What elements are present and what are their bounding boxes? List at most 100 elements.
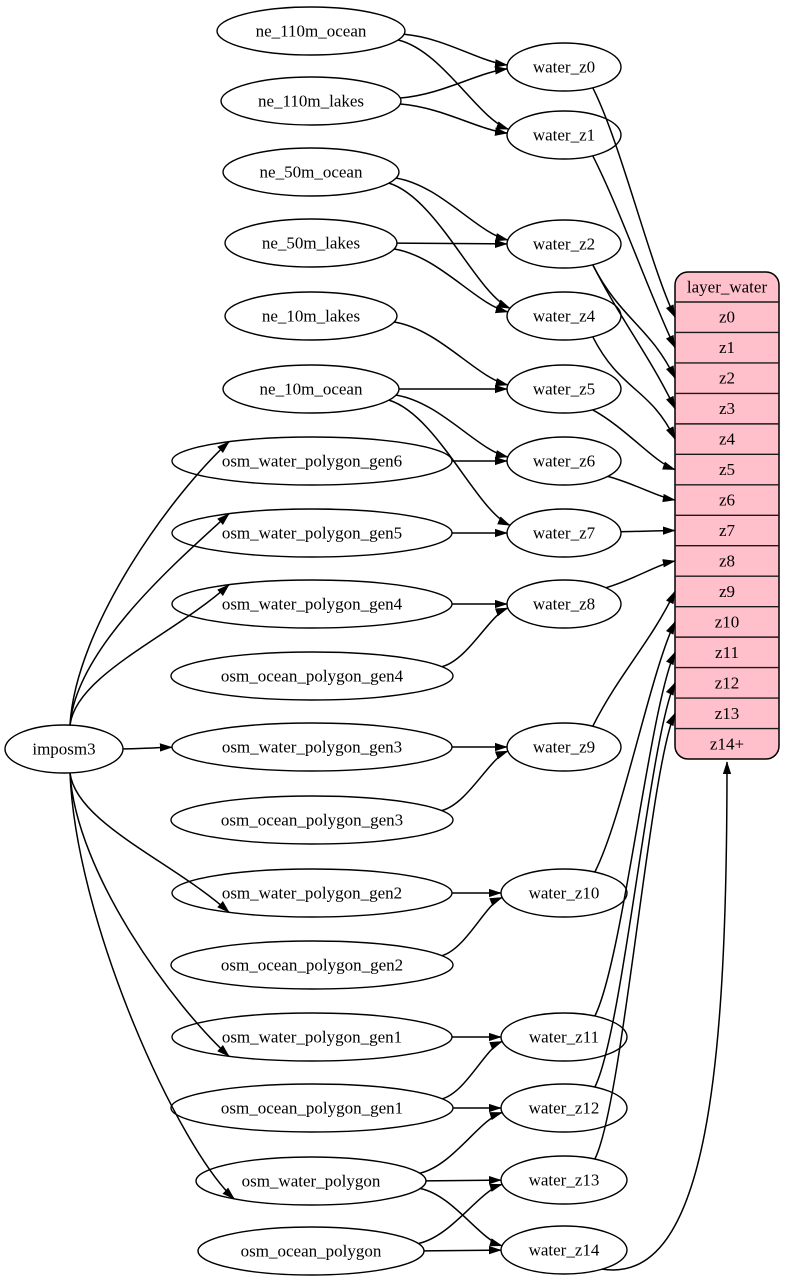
edge-water_z8-to-layer_water-z8 — [605, 559, 676, 589]
node-osm_ocean_polygon_gen1: osm_ocean_polygon_gen1 — [170, 1083, 454, 1133]
edge-water_z10-to-layer_water-z10 — [594, 621, 676, 873]
edge-osm_ocean_polygon_gen2-to-water_z10 — [441, 896, 503, 957]
table-row-z0: z0 — [719, 308, 735, 327]
node-label-water_z7: water_z7 — [533, 524, 596, 543]
node-label-osm_ocean_polygon: osm_ocean_polygon — [241, 1242, 382, 1261]
node-label-osm_water_polygon_gen2: osm_water_polygon_gen2 — [222, 884, 402, 903]
node-ellipse-ne_50m_ocean — [222, 147, 400, 197]
edge-water_z12-to-layer_water-z12 — [594, 682, 676, 1088]
node-label-osm_water_polygon: osm_water_polygon — [242, 1172, 381, 1191]
edge-ne_50m_ocean-to-water_z2 — [396, 177, 509, 242]
table-layer_water: layer_water z0 z1 z2 z3 z4 z5 z6 z7 z8 z9 z10 z11 z12… — [674, 271, 780, 760]
table-row-z2: z2 — [719, 369, 735, 388]
edge-ne_50m_lakes-to-water_z2 — [396, 239, 508, 249]
table-row-z10: z10 — [715, 612, 740, 631]
node-water_z11: water_z11 — [500, 1012, 628, 1062]
node-osm_ocean_polygon_gen3: osm_ocean_polygon_gen3 — [170, 795, 454, 845]
node-water_z12: water_z12 — [500, 1083, 628, 1133]
edge-imposm3-to-osm_water_polygon_gen1 — [69, 772, 230, 1057]
node-label-ne_10m_ocean: ne_10m_ocean — [260, 380, 363, 399]
edge-osm_ocean_polygon-to-water_z13 — [418, 1183, 503, 1245]
node-label-water_z9: water_z9 — [533, 738, 595, 757]
edge-water_z4-to-layer_water-z4 — [592, 336, 676, 440]
node-ellipse-imposm3 — [4, 724, 124, 774]
node-label-water_z0: water_z0 — [533, 58, 595, 77]
node-water_z1: water_z1 — [506, 110, 622, 160]
node-water_z14: water_z14 — [500, 1225, 628, 1275]
node-label-water_z6: water_z6 — [533, 452, 595, 471]
edge-ne_110m_ocean-to-water_z1 — [398, 39, 510, 131]
node-label-osm_ocean_polygon_gen4: osm_ocean_polygon_gen4 — [221, 667, 404, 686]
edge-osm_ocean_polygon-to-water_z14 — [423, 1245, 502, 1255]
edge-ne_10m_ocean-to-water_z6 — [396, 394, 509, 459]
edge-water_z2-to-layer_water-z3 — [592, 264, 676, 410]
node-water_z7: water_z7 — [506, 508, 622, 558]
edge-water_z11-to-layer_water-z11 — [594, 651, 676, 1017]
node-ellipse-osm_ocean_polygon_gen4 — [170, 651, 454, 701]
edge-osm_water_polygon-to-water_z14 — [420, 1187, 503, 1247]
table-row-z8: z8 — [719, 551, 735, 570]
node-ellipse-osm_water_polygon — [195, 1156, 427, 1206]
node-label-osm_water_polygon_gen6: osm_water_polygon_gen6 — [222, 452, 402, 471]
node-ne_110m_lakes: ne_110m_lakes — [220, 76, 402, 126]
edge-ne_110m_lakes-to-water_z1 — [400, 103, 508, 136]
edge-osm_water_polygon-to-water_z13 — [425, 1175, 502, 1185]
node-osm_water_polygon_gen2: osm_water_polygon_gen2 — [171, 868, 453, 918]
node-label-osm_water_polygon_gen5: osm_water_polygon_gen5 — [222, 524, 402, 543]
node-osm_water_polygon_gen5: osm_water_polygon_gen5 — [171, 508, 453, 558]
node-water_z13: water_z13 — [500, 1155, 628, 1205]
node-label-water_z14: water_z14 — [529, 1241, 600, 1260]
edge-ne_10m_lakes-to-water_z5 — [394, 321, 509, 387]
node-label-ne_110m_ocean: ne_110m_ocean — [256, 22, 367, 41]
node-label-osm_water_polygon_gen3: osm_water_polygon_gen3 — [222, 738, 402, 757]
edge-imposm3-to-osm_water_polygon_gen4 — [69, 584, 230, 726]
node-label-water_z13: water_z13 — [529, 1171, 600, 1190]
node-label-osm_ocean_polygon_gen2: osm_ocean_polygon_gen2 — [221, 956, 403, 975]
edge-osm_ocean_polygon_gen3-to-water_z9 — [441, 750, 509, 812]
node-water_z10: water_z10 — [500, 868, 628, 918]
edge-imposm3-to-osm_water_polygon_gen3 — [122, 743, 173, 752]
node-imposm3: imposm3 — [4, 724, 124, 774]
node-water_z5: water_z5 — [506, 364, 622, 414]
node-osm_ocean_polygon_gen2: osm_ocean_polygon_gen2 — [170, 940, 454, 990]
table-title: layer_water — [687, 278, 768, 297]
node-osm_ocean_polygon: osm_ocean_polygon — [197, 1226, 425, 1276]
edge-ne_50m_lakes-to-water_z4 — [394, 248, 509, 314]
node-label-ne_50m_ocean: ne_50m_ocean — [260, 163, 363, 182]
node-label-ne_50m_lakes: ne_50m_lakes — [262, 234, 360, 253]
node-label-water_z8: water_z8 — [533, 595, 595, 614]
edge-imposm3-to-osm_water_polygon_gen6 — [69, 441, 230, 726]
node-ellipse-ne_10m_lakes — [224, 291, 398, 341]
table-row-z9: z9 — [719, 582, 735, 601]
edge-osm_ocean_polygon_gen1-to-water_z11 — [442, 1040, 503, 1100]
node-label-water_z5: water_z5 — [533, 380, 595, 399]
node-osm_water_polygon_gen6: osm_water_polygon_gen6 — [171, 436, 453, 486]
node-label-water_z12: water_z12 — [529, 1099, 600, 1118]
node-label-ne_10m_lakes: ne_10m_lakes — [262, 307, 360, 326]
node-osm_water_polygon_gen1: osm_water_polygon_gen1 — [171, 1012, 453, 1062]
node-label-water_z4: water_z4 — [533, 307, 596, 326]
node-label-osm_water_polygon_gen4: osm_water_polygon_gen4 — [222, 595, 403, 614]
edge-water_z6-to-layer_water-z6 — [607, 475, 676, 503]
node-label-osm_water_polygon_gen1: osm_water_polygon_gen1 — [222, 1028, 402, 1047]
node-label-water_z1: water_z1 — [533, 126, 595, 145]
edge-water_z14-to-layer_water-z14+ — [602, 761, 732, 1271]
edge-ne_10m_ocean-to-water_z7 — [388, 399, 511, 526]
node-ne_110m_ocean: ne_110m_ocean — [216, 6, 406, 56]
node-label-osm_ocean_polygon_gen1: osm_ocean_polygon_gen1 — [221, 1099, 403, 1118]
node-water_z4: water_z4 — [506, 291, 622, 341]
edge-ne_110m_lakes-to-water_z0 — [400, 66, 508, 99]
node-water_z6: water_z6 — [506, 436, 622, 486]
node-osm_water_polygon_gen4: osm_water_polygon_gen4 — [171, 579, 453, 629]
node-water_z0: water_z0 — [506, 42, 622, 92]
table-row-z4: z4 — [719, 430, 736, 449]
node-ne_50m_ocean: ne_50m_ocean — [222, 147, 400, 197]
node-water_z9: water_z9 — [506, 722, 622, 772]
node-osm_ocean_polygon_gen4: osm_ocean_polygon_gen4 — [170, 651, 454, 701]
node-ellipse-osm_ocean_polygon_gen3 — [170, 795, 454, 845]
table-row-z6: z6 — [719, 491, 735, 510]
edge-osm_water_polygon-to-water_z12 — [419, 1111, 503, 1174]
table-row-z1: z1 — [719, 338, 735, 357]
